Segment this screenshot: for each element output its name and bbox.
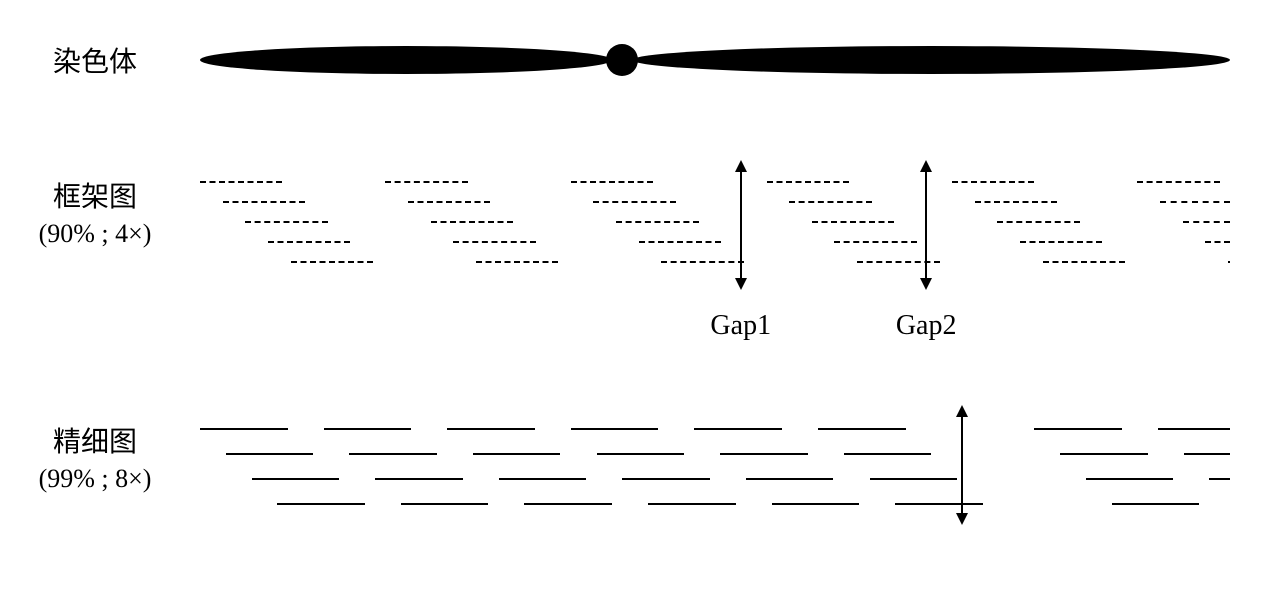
read-segment <box>447 428 535 430</box>
read-segment <box>789 201 871 203</box>
read-segment <box>694 428 782 430</box>
read-segment <box>767 181 849 183</box>
framework-label-sub: (90% ; 4×) <box>0 219 190 249</box>
read-segment <box>818 428 906 430</box>
read-segment <box>834 241 916 243</box>
read-segment <box>1184 453 1230 455</box>
read-segment <box>223 201 305 203</box>
read-segment <box>616 221 698 223</box>
read-segment <box>622 478 710 480</box>
read-segment <box>1043 261 1125 263</box>
read-segment <box>408 201 490 203</box>
read-segment <box>268 241 350 243</box>
framework-label: 框架图 (90% ; 4×) <box>0 175 190 249</box>
read-segment <box>375 478 463 480</box>
fine-label: 精细图 (99% ; 8×) <box>0 420 190 494</box>
gap-label: Gap1 <box>710 310 771 342</box>
read-segment <box>245 221 327 223</box>
read-segment <box>291 261 373 263</box>
chromosome-svg <box>200 40 1230 80</box>
read-segment <box>1183 221 1230 223</box>
read-segment <box>895 503 983 505</box>
read-segment <box>252 478 340 480</box>
read-segment <box>1034 428 1122 430</box>
read-segment <box>997 221 1079 223</box>
read-segment <box>277 503 365 505</box>
centromere <box>606 44 638 76</box>
read-segment <box>499 478 587 480</box>
read-segment <box>473 453 561 455</box>
read-segment <box>975 201 1057 203</box>
read-segment <box>453 241 535 243</box>
read-segment <box>812 221 894 223</box>
read-segment <box>746 478 834 480</box>
read-segment <box>648 503 736 505</box>
read-segment <box>772 503 860 505</box>
read-segment <box>226 453 314 455</box>
read-segment <box>571 181 653 183</box>
read-segment <box>324 428 412 430</box>
fine-label-main: 精细图 <box>0 420 190 460</box>
read-segment <box>870 478 958 480</box>
read-segment <box>1160 201 1230 203</box>
read-segment <box>952 181 1034 183</box>
read-segment <box>200 181 282 183</box>
framework-reads <box>200 175 1244 275</box>
chromosome-label: 染色体 <box>0 40 190 80</box>
read-segment <box>593 201 675 203</box>
read-segment <box>1158 428 1230 430</box>
read-segment <box>1209 478 1230 480</box>
read-segment <box>349 453 437 455</box>
read-segment <box>844 453 932 455</box>
framework-label-main: 框架图 <box>0 175 190 215</box>
read-segment <box>639 241 721 243</box>
read-segment <box>1228 261 1230 263</box>
chromosome-graphic <box>200 40 1244 80</box>
read-segment <box>200 428 288 430</box>
read-segment <box>720 453 808 455</box>
read-segment <box>385 181 467 183</box>
read-segment <box>1086 478 1174 480</box>
read-segment <box>1205 241 1230 243</box>
read-segment <box>597 453 685 455</box>
read-segment <box>476 261 558 263</box>
read-segment <box>401 503 489 505</box>
fine-reads <box>200 420 1244 520</box>
read-segment <box>661 261 743 263</box>
read-segment <box>857 261 939 263</box>
read-segment <box>1137 181 1219 183</box>
read-segment <box>1112 503 1200 505</box>
read-segment <box>571 428 659 430</box>
read-segment <box>1020 241 1102 243</box>
read-segment <box>431 221 513 223</box>
chromosome-label-text: 染色体 <box>0 40 190 80</box>
read-segment <box>524 503 612 505</box>
fine-label-sub: (99% ; 8×) <box>0 464 190 494</box>
gap-label: Gap2 <box>896 310 957 342</box>
read-segment <box>1060 453 1148 455</box>
